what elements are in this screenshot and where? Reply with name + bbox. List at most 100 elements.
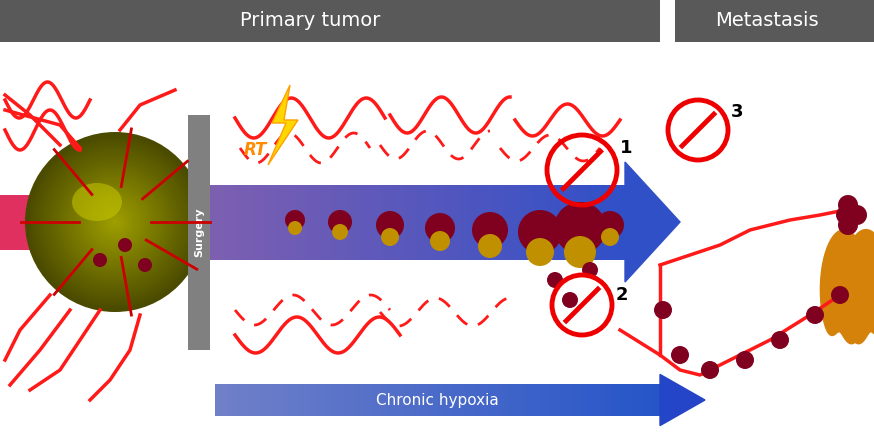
Bar	[425, 185, 428, 260]
Circle shape	[97, 204, 133, 240]
Circle shape	[111, 218, 119, 226]
Bar	[442, 185, 447, 260]
Circle shape	[113, 220, 117, 224]
Bar	[611, 185, 614, 260]
Circle shape	[89, 196, 141, 248]
Bar	[532, 384, 538, 416]
Bar	[238, 185, 242, 260]
Bar	[349, 185, 353, 260]
Bar	[317, 185, 321, 260]
Circle shape	[86, 193, 144, 251]
Circle shape	[564, 236, 596, 268]
Bar	[293, 384, 299, 416]
Circle shape	[66, 173, 164, 271]
Circle shape	[108, 215, 122, 229]
Bar	[302, 185, 307, 260]
Bar	[248, 384, 254, 416]
Bar	[610, 384, 616, 416]
Bar	[510, 384, 516, 416]
Circle shape	[138, 258, 152, 272]
Bar	[254, 384, 260, 416]
Circle shape	[654, 301, 672, 319]
Bar	[381, 185, 385, 260]
Bar	[338, 185, 343, 260]
Bar	[575, 185, 579, 260]
Bar	[328, 185, 331, 260]
Bar	[281, 384, 288, 416]
Text: Primary tumor: Primary tumor	[239, 12, 380, 30]
Circle shape	[103, 210, 127, 234]
Circle shape	[30, 137, 200, 307]
Circle shape	[70, 177, 160, 267]
Circle shape	[61, 168, 169, 276]
Circle shape	[52, 159, 178, 285]
Bar	[516, 384, 522, 416]
Bar	[205, 185, 210, 260]
Bar	[427, 384, 433, 416]
Bar	[198, 185, 203, 260]
Circle shape	[75, 182, 155, 262]
Circle shape	[101, 208, 129, 236]
Circle shape	[57, 164, 173, 280]
Circle shape	[64, 171, 166, 273]
Bar	[295, 185, 300, 260]
Bar	[465, 384, 471, 416]
Circle shape	[94, 201, 136, 243]
Circle shape	[34, 141, 196, 303]
Bar	[655, 384, 661, 416]
Bar	[313, 185, 317, 260]
Bar	[503, 185, 507, 260]
Circle shape	[328, 210, 352, 234]
Circle shape	[93, 200, 137, 244]
Circle shape	[67, 174, 163, 270]
Circle shape	[79, 186, 151, 258]
Bar	[0, 195, 195, 250]
Bar	[471, 384, 477, 416]
Bar	[587, 384, 593, 416]
Circle shape	[83, 190, 147, 254]
Circle shape	[26, 133, 204, 311]
Circle shape	[72, 179, 158, 265]
Circle shape	[88, 195, 142, 249]
Bar	[232, 384, 238, 416]
Circle shape	[118, 238, 132, 252]
Bar	[543, 185, 546, 260]
Bar	[413, 185, 418, 260]
Bar	[226, 384, 232, 416]
Bar	[263, 185, 267, 260]
Bar	[364, 185, 367, 260]
Circle shape	[68, 175, 162, 269]
Bar	[326, 384, 332, 416]
Bar	[354, 384, 360, 416]
Circle shape	[56, 163, 174, 281]
Bar	[618, 185, 622, 260]
Bar	[493, 384, 499, 416]
Circle shape	[107, 214, 123, 230]
Circle shape	[838, 195, 858, 215]
Bar	[306, 185, 310, 260]
Circle shape	[478, 234, 502, 258]
Bar	[517, 185, 522, 260]
Bar	[213, 185, 217, 260]
Bar	[410, 185, 414, 260]
Circle shape	[836, 206, 854, 224]
Bar	[507, 185, 510, 260]
Bar	[577, 384, 583, 416]
Bar	[243, 384, 249, 416]
Bar	[234, 185, 239, 260]
Circle shape	[99, 206, 131, 238]
Circle shape	[596, 211, 624, 239]
Text: Chronic hypoxia: Chronic hypoxia	[376, 392, 498, 407]
Circle shape	[27, 134, 203, 310]
Circle shape	[35, 142, 195, 302]
Bar	[202, 185, 206, 260]
Bar	[464, 185, 468, 260]
Polygon shape	[625, 162, 680, 282]
Bar	[378, 185, 382, 260]
Circle shape	[100, 207, 130, 237]
Circle shape	[526, 238, 554, 266]
Circle shape	[806, 306, 824, 324]
Bar	[399, 185, 403, 260]
Bar	[456, 185, 461, 260]
Circle shape	[554, 202, 606, 254]
